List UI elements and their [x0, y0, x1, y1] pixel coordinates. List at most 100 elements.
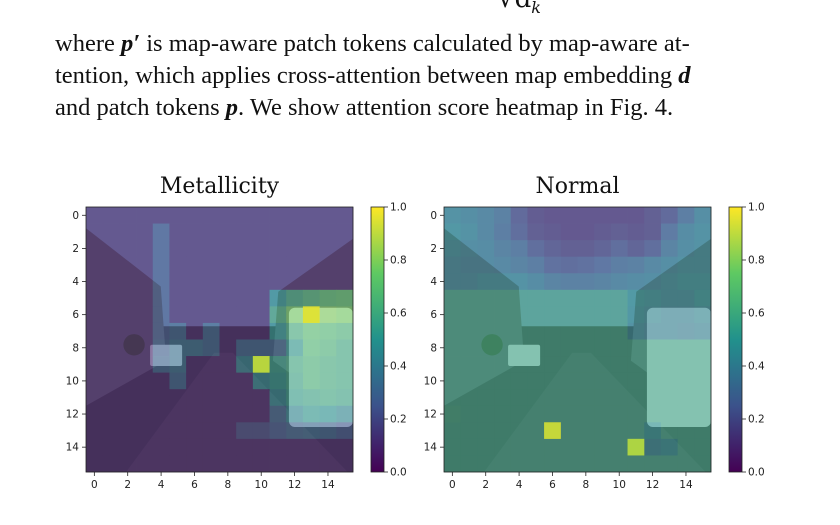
heatmap-cell [319, 306, 337, 324]
heatmap-cell [269, 256, 287, 274]
heatmap-cell [694, 273, 712, 291]
heatmap-cell [577, 273, 595, 291]
heatmap-cell [102, 306, 120, 324]
heatmap-cell [186, 339, 204, 357]
heatmap-cell [302, 207, 321, 224]
heatmap-cell [336, 339, 354, 357]
heatmap-cell [302, 273, 321, 291]
heatmap-cell [152, 322, 170, 340]
heatmap-cell [660, 372, 679, 390]
heatmap-cell [86, 422, 104, 440]
colorbar-tick-label: 0.6 [748, 308, 765, 320]
heatmap-cell [610, 207, 628, 224]
heatmap-cell [186, 207, 204, 224]
heatmap-cell [494, 256, 512, 274]
heatmap-cell [252, 322, 270, 340]
heatmap-cell [694, 256, 712, 274]
heatmap-cell [102, 273, 120, 291]
heatmap-cell [510, 455, 528, 473]
heatmap-cell [644, 322, 662, 340]
heatmap-panel-0: Metallicity 0 2 4 6 8 10 12 14 0 2 4 6 8 10 12 14 0.0 0.2 0… [66, 174, 407, 491]
x-tick-label: 0 [449, 479, 456, 491]
heatmap-cell [660, 273, 679, 291]
heatmap-cell [136, 422, 154, 440]
heatmap-cell [186, 405, 204, 423]
heatmap-cell [169, 273, 187, 291]
heatmap-cell [302, 438, 321, 456]
heatmap-cell [236, 389, 254, 407]
heatmap-cell [610, 306, 628, 324]
heatmap-cell [477, 405, 495, 423]
heatmap-cell [477, 455, 495, 473]
heatmap-cell [286, 422, 304, 440]
heatmap-cell [102, 223, 120, 241]
heatmap-cell [169, 223, 187, 241]
heatmap-cell [186, 438, 204, 456]
heatmap-cell [644, 273, 662, 291]
heatmap-cell [169, 306, 187, 324]
heatmap-cell [644, 256, 662, 274]
y-tick-label: 6 [72, 309, 79, 321]
heatmap-cell [610, 422, 628, 440]
heatmap-cell [319, 422, 337, 440]
x-tick-label: 0 [91, 479, 98, 491]
heatmap-cell [119, 240, 137, 258]
heatmap-cell [119, 273, 137, 291]
heatmap-cell [102, 389, 120, 407]
text-run: . We show attention score heatmap in Fig… [238, 94, 674, 121]
heatmap-cell [544, 455, 562, 473]
heatmap-cell [86, 455, 104, 473]
heatmap-cell [610, 438, 628, 456]
heatmap-cell [694, 306, 712, 324]
heatmap-cell [202, 455, 220, 473]
x-tick-label: 4 [516, 479, 523, 491]
body-paragraph: where p′ is map-aware patch tokens calcu… [55, 28, 815, 124]
heatmap-cell [319, 223, 337, 241]
heatmap-cell [510, 438, 528, 456]
heatmap-cell [286, 339, 304, 357]
heatmap-cell [610, 223, 628, 241]
heatmap-cell [252, 289, 270, 307]
heatmap-cell [510, 273, 528, 291]
heatmap-cell [236, 256, 254, 274]
heatmap-cell [444, 207, 462, 224]
y-tick-label: 14 [424, 442, 438, 454]
heatmap-cell [136, 372, 154, 390]
heatmap-cell [219, 273, 237, 291]
heatmap-cell [444, 289, 462, 307]
heatmap-cell [102, 240, 120, 258]
heatmap-cell [460, 256, 478, 274]
heatmap-cell [577, 389, 595, 407]
heatmap-cell [169, 207, 187, 224]
heatmap-cell [302, 389, 321, 407]
heatmap-cell [302, 223, 321, 241]
heatmap-cell [677, 223, 695, 241]
heatmap-cell [527, 322, 545, 340]
heatmap-cell [594, 223, 612, 241]
heatmap-cell [86, 223, 104, 241]
heatmap-cell [644, 289, 662, 307]
axes-frame [85, 206, 354, 473]
heatmap-cell [286, 438, 304, 456]
heatmap-cell [560, 322, 578, 340]
heatmap-cell [527, 306, 545, 324]
heatmap-cell [577, 256, 595, 274]
heatmap-cell [86, 322, 104, 340]
heatmap-cell [610, 289, 628, 307]
heatmap-cell [594, 289, 612, 307]
heatmap-cell [269, 455, 287, 473]
heatmap-cell [610, 273, 628, 291]
heatmap-cell [510, 207, 528, 224]
symbol-d: d [678, 62, 691, 89]
heatmap-cell [119, 356, 137, 374]
heatmap-cell [319, 372, 337, 390]
heatmap-cell [560, 256, 578, 274]
heatmap-cell [169, 322, 187, 340]
heatmap-cell [219, 306, 237, 324]
heatmap-cell [627, 356, 645, 374]
heatmap-cell [577, 289, 595, 307]
heatmap-cell [527, 372, 545, 390]
heatmap-cell [677, 339, 695, 357]
heatmap-cell [119, 256, 137, 274]
heatmap-cell [336, 322, 354, 340]
